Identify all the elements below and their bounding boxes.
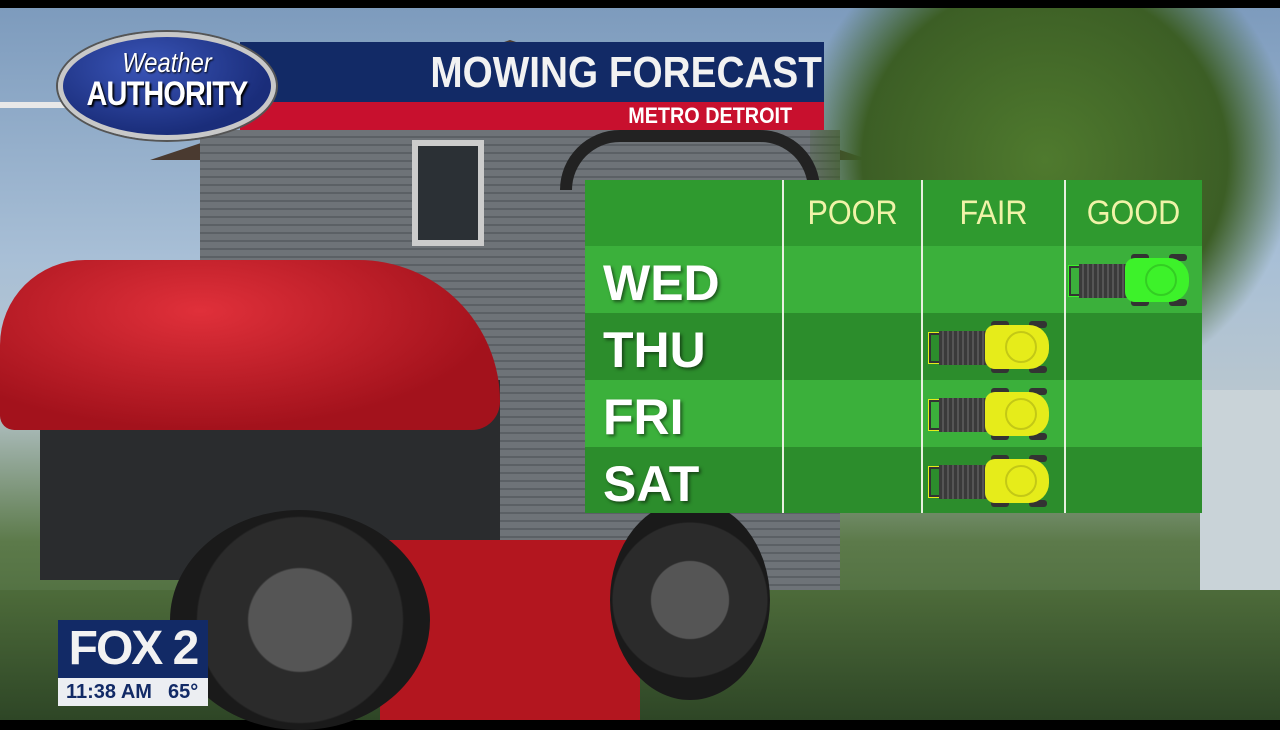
column-header-poor: POOR	[807, 194, 898, 232]
mower-rear-wheel	[610, 500, 770, 700]
title-banner	[240, 42, 824, 102]
lawn-mower-icon	[928, 321, 1051, 373]
page-title: MOWING FORECAST	[430, 48, 822, 97]
current-temperature: 65°	[167, 681, 199, 703]
table-row: SAT	[585, 447, 1202, 513]
column-divider	[1064, 180, 1066, 513]
logo-line2: AUTHORITY	[86, 75, 249, 113]
mowing-forecast-table: POOR FAIR GOOD WED THU FRI SAT	[585, 180, 1202, 513]
mower-hood	[0, 260, 500, 430]
mower-front-wheel	[170, 510, 430, 730]
table-row: FRI	[585, 380, 1202, 447]
logo-line1: Weather	[122, 47, 212, 78]
column-divider	[782, 180, 784, 513]
day-label: WED	[603, 255, 720, 311]
table-row: THU	[585, 313, 1202, 380]
column-header-good: GOOD	[1086, 194, 1181, 232]
house-window	[412, 140, 484, 246]
location-subtitle: METRO DETROIT	[628, 103, 792, 128]
time-temp-bar: 11:38 AM 65°	[58, 678, 208, 706]
day-label: FRI	[603, 389, 684, 445]
lake	[1200, 390, 1280, 590]
lawn-mower-icon	[928, 388, 1051, 440]
current-time: 11:38 AM	[66, 681, 152, 703]
table-row: WED	[585, 246, 1202, 313]
day-label: THU	[603, 322, 706, 378]
column-header-fair: FAIR	[959, 194, 1028, 232]
weather-authority-logo: Weather AUTHORITY	[58, 32, 276, 140]
table-header-row: POOR FAIR GOOD	[585, 180, 1202, 246]
day-label: SAT	[603, 456, 700, 512]
fox2-logo: FOX 2	[58, 620, 208, 678]
lawn-mower-icon	[1068, 254, 1191, 306]
subtitle-banner	[240, 102, 824, 130]
lawn-mower-icon	[928, 455, 1051, 507]
column-divider	[921, 180, 923, 513]
divider-line	[0, 102, 70, 108]
top-letterbox	[0, 0, 1280, 8]
